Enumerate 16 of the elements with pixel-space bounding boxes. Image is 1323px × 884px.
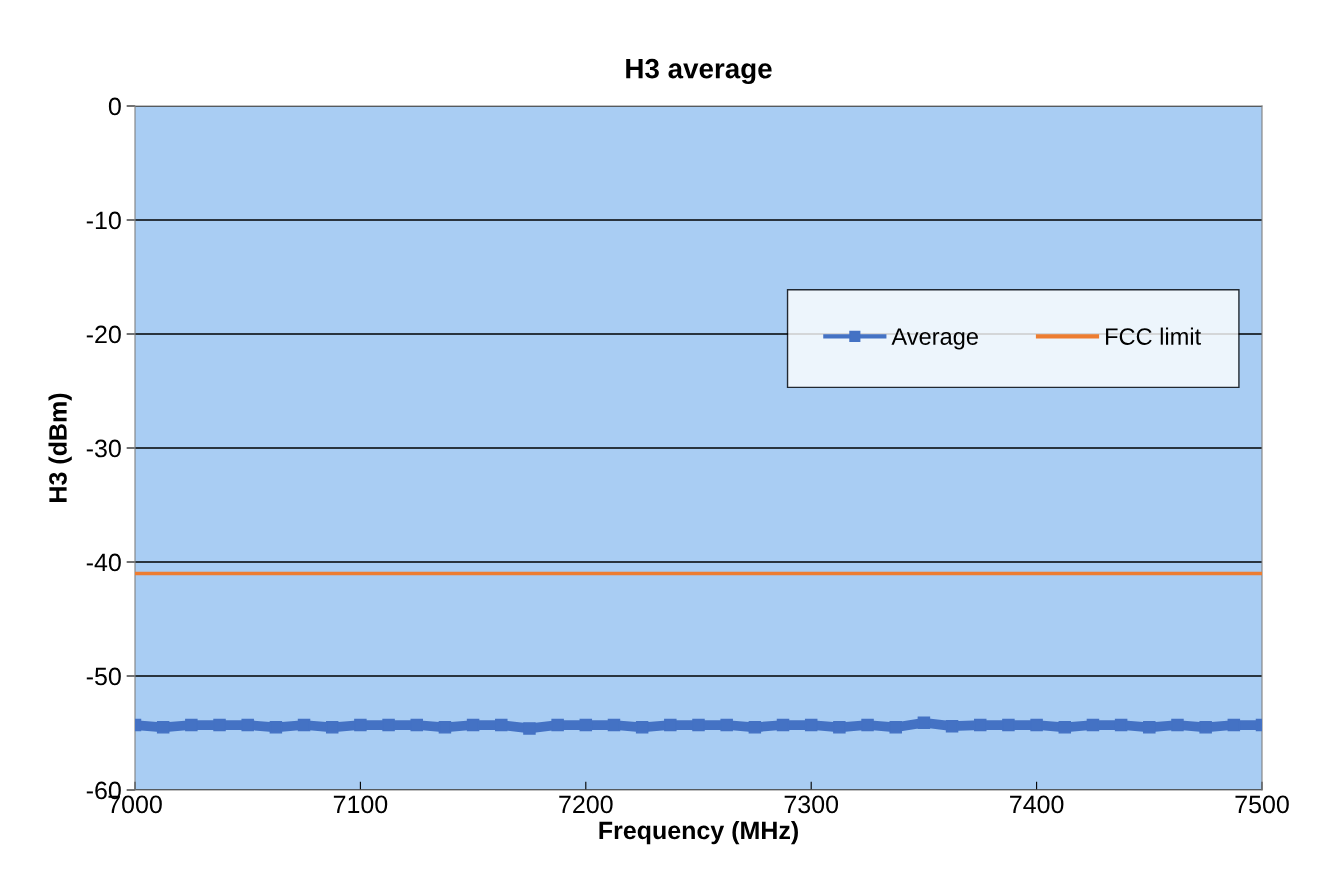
x-tick-label: 7300 bbox=[784, 795, 839, 814]
x-tick-label: 7100 bbox=[333, 795, 388, 814]
x-tick-label: 7500 bbox=[1235, 795, 1289, 814]
y-tick-label: 0 bbox=[108, 97, 121, 116]
y-tick-label: -50 bbox=[86, 667, 121, 686]
legend-label: FCC limit bbox=[1106, 327, 1201, 345]
y-tick-label: -10 bbox=[86, 211, 121, 230]
y-tick-label: -40 bbox=[86, 553, 121, 572]
y-tick-label: -30 bbox=[86, 439, 121, 458]
y-axis-title: H3 (dBm) bbox=[48, 393, 72, 502]
y-tick-label: -20 bbox=[86, 325, 121, 344]
x-axis-title: Frequency (MHz) bbox=[599, 820, 798, 845]
chart-title: H3 average bbox=[626, 58, 772, 85]
x-tick-label: 7200 bbox=[559, 795, 613, 814]
legend-label: Average bbox=[891, 328, 978, 350]
x-tick-label: 7400 bbox=[1010, 795, 1064, 814]
